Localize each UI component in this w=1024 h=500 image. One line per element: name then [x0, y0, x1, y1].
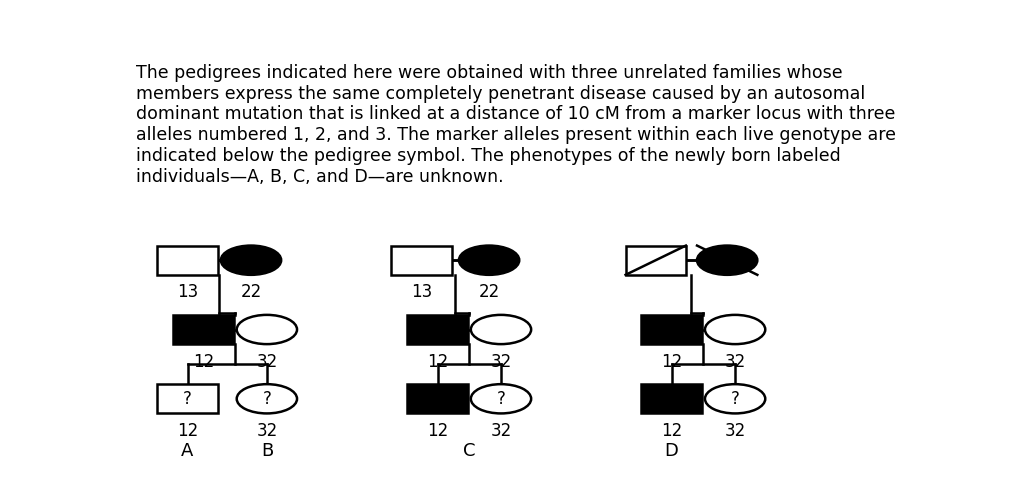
- Circle shape: [697, 246, 758, 275]
- Text: 32: 32: [256, 352, 278, 370]
- Text: 12: 12: [427, 352, 449, 370]
- Text: 13: 13: [411, 284, 432, 302]
- Circle shape: [237, 384, 297, 414]
- Circle shape: [705, 384, 765, 414]
- Bar: [158, 384, 218, 414]
- Circle shape: [471, 315, 531, 344]
- Text: A: A: [181, 442, 194, 460]
- Bar: [173, 315, 233, 344]
- Circle shape: [705, 315, 765, 344]
- Bar: [641, 384, 701, 414]
- Text: ?: ?: [731, 390, 739, 408]
- Text: The pedigrees indicated here were obtained with three unrelated families whose
m: The pedigrees indicated here were obtain…: [136, 64, 896, 186]
- Text: ?: ?: [183, 390, 191, 408]
- Text: 22: 22: [478, 284, 500, 302]
- Text: 12: 12: [660, 352, 682, 370]
- Circle shape: [459, 246, 519, 275]
- Text: 12: 12: [660, 422, 682, 440]
- Text: C: C: [463, 442, 475, 460]
- Text: ?: ?: [262, 390, 271, 408]
- Text: 12: 12: [177, 422, 199, 440]
- Text: 22: 22: [241, 284, 262, 302]
- Text: 32: 32: [724, 422, 745, 440]
- Text: 32: 32: [490, 352, 512, 370]
- Bar: [641, 315, 701, 344]
- Bar: [391, 246, 452, 275]
- Text: 32: 32: [490, 422, 512, 440]
- Text: B: B: [261, 442, 273, 460]
- Text: ?: ?: [497, 390, 506, 408]
- Bar: [408, 315, 468, 344]
- Bar: [626, 246, 686, 275]
- Bar: [408, 384, 468, 414]
- Text: 13: 13: [177, 284, 199, 302]
- Text: D: D: [665, 442, 679, 460]
- Text: 32: 32: [256, 422, 278, 440]
- Bar: [158, 246, 218, 275]
- Text: 32: 32: [724, 352, 745, 370]
- Circle shape: [221, 246, 282, 275]
- Text: 12: 12: [193, 352, 214, 370]
- Circle shape: [471, 384, 531, 414]
- Circle shape: [237, 315, 297, 344]
- Text: 12: 12: [427, 422, 449, 440]
